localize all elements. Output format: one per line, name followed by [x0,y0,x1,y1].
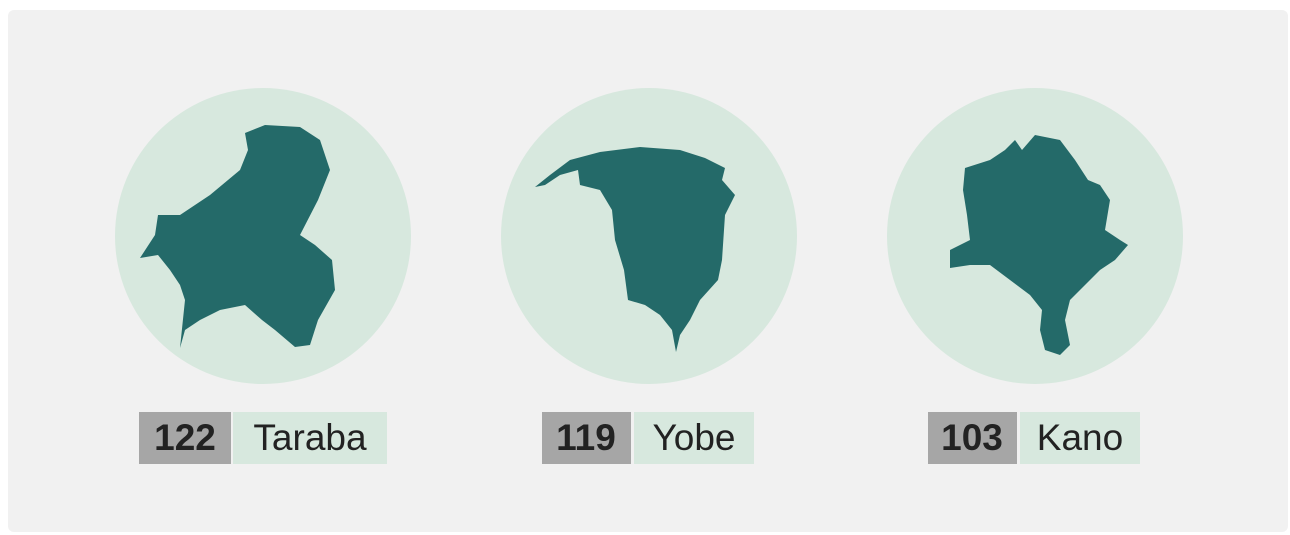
item: 119 Yobe [501,88,797,464]
value-label: 103 [941,417,1003,458]
value-label: 122 [154,417,216,458]
value-box [542,412,631,464]
item: 122 Taraba [115,88,411,464]
item: 103 Kano [887,88,1183,464]
state-shape [535,147,735,352]
value-box [139,412,231,464]
name-label: Kano [1037,417,1123,458]
name-label: Taraba [253,417,367,458]
value-label: 119 [556,417,616,458]
state-shape [950,135,1128,355]
name-label: Yobe [652,417,735,458]
name-box [233,412,387,464]
state-shape [140,125,335,348]
name-box [634,412,754,464]
value-box [928,412,1017,464]
name-box [1020,412,1140,464]
